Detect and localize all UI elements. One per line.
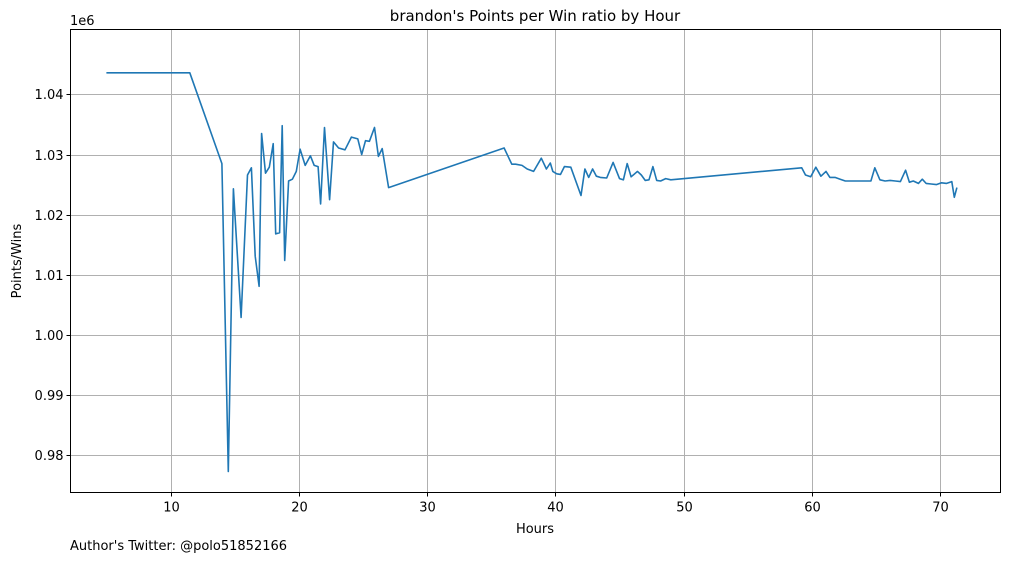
y-tick-label: 1.04 [35,88,64,103]
y-tick-label: 1.01 [35,269,64,284]
x-tick-label: 10 [163,501,180,516]
grid-layer [70,29,1001,493]
x-tick-label: 40 [547,501,564,516]
y-tick-label: 0.98 [35,449,64,464]
y-tick-label: 1.02 [35,209,64,224]
data-series-line [106,72,958,473]
chart-title: brandon's Points per Win ratio by Hour [390,7,681,25]
y-axis-scale-label: 1e6 [70,14,95,29]
x-tick-label: 20 [291,501,308,516]
x-tick-label: 50 [676,501,693,516]
x-tick-label: 60 [804,501,821,516]
y-axis-label: Points/Wins [10,223,25,298]
x-tick-label: 70 [932,501,949,516]
series-layer [106,72,958,473]
y-tick-label: 1.00 [35,329,64,344]
x-tick-label: 30 [419,501,436,516]
plot-frame [70,29,1001,493]
tick-layer: 10 20 30 40 50 60 70 0.98 0.99 1.00 1.01 1.02 1.03 1.… [35,88,949,516]
author-footer: Author's Twitter: @polo51852166 [70,539,287,554]
y-tick-label: 0.99 [35,389,64,404]
y-tick-label: 1.03 [35,149,64,164]
x-axis-label: Hours [516,522,554,537]
